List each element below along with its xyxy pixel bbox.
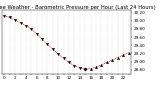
Title: Milwaukee Weather - Barometric Pressure per Hour (Last 24 Hours): Milwaukee Weather - Barometric Pressure … <box>0 5 155 10</box>
